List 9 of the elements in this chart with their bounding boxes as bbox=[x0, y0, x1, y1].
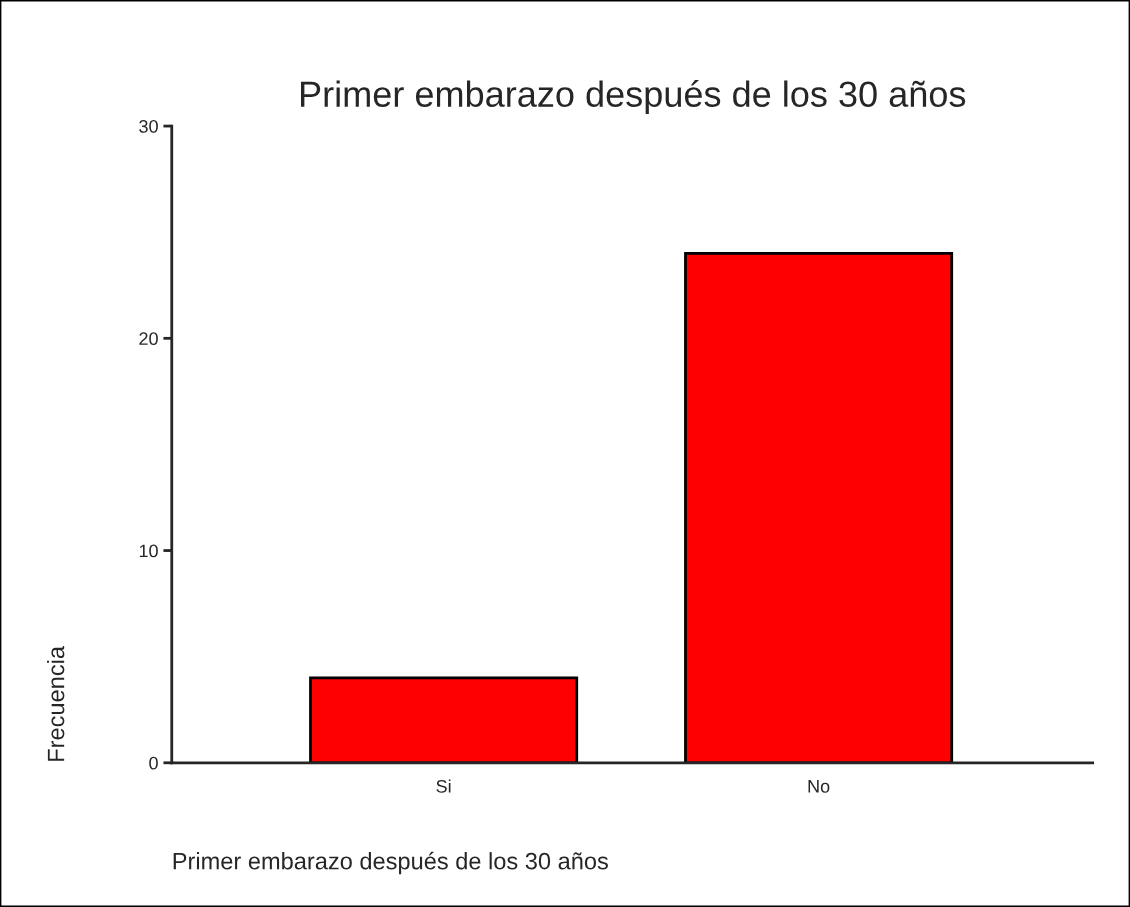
y-tick-label: 0 bbox=[149, 756, 158, 770]
y-axis-title: Frecuencia bbox=[47, 645, 65, 761]
y-tick-label: 30 bbox=[139, 120, 158, 133]
x-tick-label: Si bbox=[436, 779, 451, 793]
y-tick-label: 20 bbox=[139, 332, 158, 346]
y-tick-label: 10 bbox=[139, 544, 158, 558]
x-axis-title: Primer embarazo después de los 30 años bbox=[173, 851, 608, 875]
x-tick-label: No bbox=[808, 780, 830, 793]
chart-title: Primer embarazo después de los 30 años bbox=[301, 80, 966, 115]
